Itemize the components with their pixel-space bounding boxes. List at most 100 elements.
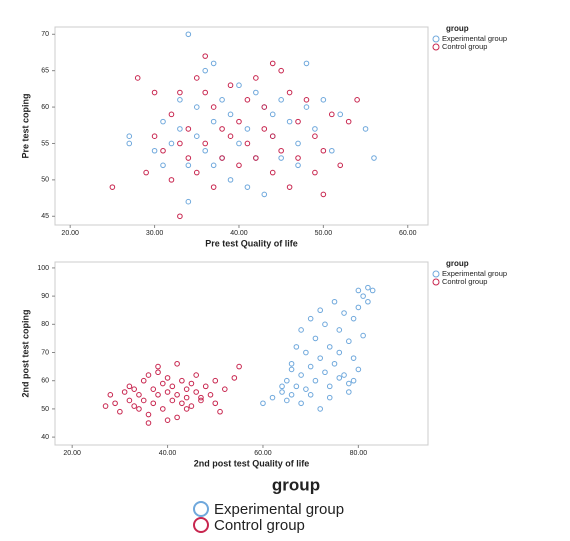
x-tick-label: 30.00: [146, 230, 164, 237]
data-point: [303, 60, 310, 67]
data-point: [322, 321, 328, 328]
data-point: [210, 162, 217, 169]
y-tick-label: 65: [41, 68, 49, 75]
data-point: [365, 284, 371, 291]
data-point: [346, 338, 352, 345]
legend-marker: [432, 278, 440, 286]
data-point: [371, 155, 377, 161]
data-point: [202, 89, 209, 96]
data-point: [293, 383, 300, 390]
data-point: [303, 104, 310, 110]
data-point: [303, 349, 309, 356]
data-point: [355, 304, 362, 311]
data-point: [278, 96, 284, 103]
data-point: [341, 310, 347, 316]
data-point: [193, 75, 200, 81]
data-point: [288, 392, 295, 398]
data-point: [284, 377, 290, 384]
data-point: [284, 397, 290, 404]
data-point: [136, 406, 142, 412]
data-point: [312, 126, 318, 132]
y-tick-label: 60: [41, 104, 49, 111]
y-tick-label: 100: [37, 265, 49, 272]
bottom-legend-label: Experimental group: [214, 501, 344, 518]
data-point: [261, 191, 268, 198]
y-tick-label: 70: [41, 349, 49, 356]
data-point: [210, 118, 217, 125]
data-point: [269, 60, 276, 67]
data-point: [307, 315, 314, 322]
data-point: [183, 406, 190, 412]
data-point: [131, 386, 137, 392]
data-point: [126, 140, 133, 147]
data-point: [150, 400, 157, 407]
y-tick-label: 55: [41, 140, 49, 147]
data-point: [145, 420, 152, 426]
y-tick-label: 45: [41, 213, 49, 220]
data-point: [320, 96, 327, 103]
data-point: [295, 155, 301, 161]
y-tick-label: 40: [41, 434, 49, 441]
plot-frame: [54, 26, 429, 226]
bottom-legend-marker: [193, 517, 209, 533]
data-point: [134, 75, 141, 81]
data-point: [345, 118, 352, 125]
bottom-legend-marker: [193, 501, 209, 517]
data-point: [350, 377, 357, 384]
y-tick-label: 70: [41, 31, 49, 38]
data-point: [328, 147, 335, 154]
data-point: [145, 372, 152, 378]
data-point: [159, 406, 166, 412]
data-point: [236, 140, 242, 147]
data-point: [336, 375, 343, 381]
data-point: [261, 126, 268, 132]
data-point: [193, 169, 200, 176]
x-tick-label: 40.00: [159, 450, 177, 457]
data-point: [360, 293, 366, 299]
x-tick-label: 80.00: [350, 450, 368, 457]
legend-label: Control group: [442, 42, 487, 51]
data-point: [177, 213, 183, 220]
data-point: [155, 392, 161, 398]
data-point: [212, 377, 219, 384]
data-point: [227, 82, 234, 89]
data-point: [217, 408, 223, 415]
data-point: [365, 298, 371, 305]
data-point: [109, 184, 116, 190]
y-tick-label: 80: [41, 321, 49, 328]
data-point: [174, 360, 180, 367]
data-point: [102, 403, 109, 409]
data-point: [112, 400, 118, 407]
data-point: [168, 140, 175, 147]
data-point: [219, 155, 225, 161]
plot-frame: [54, 261, 429, 446]
legend-marker: [432, 35, 440, 43]
data-point: [269, 133, 276, 139]
data-point: [227, 133, 234, 139]
data-point: [143, 169, 149, 176]
data-point: [312, 335, 319, 342]
data-point: [185, 162, 192, 169]
x-tick-label: 40.00: [230, 230, 248, 237]
data-point: [177, 96, 183, 103]
data-point: [193, 133, 200, 139]
data-point: [236, 118, 242, 125]
data-point: [121, 389, 128, 395]
y-tick-label: 50: [41, 177, 49, 184]
data-point: [222, 386, 228, 392]
data-point: [286, 89, 293, 96]
x-tick-label: 20.00: [63, 450, 81, 457]
data-point: [360, 332, 366, 339]
data-point: [210, 60, 217, 67]
data-point: [350, 355, 357, 361]
data-point: [236, 162, 242, 169]
data-point: [236, 363, 242, 370]
data-point: [151, 133, 158, 139]
data-point: [193, 372, 199, 378]
data-point: [279, 389, 285, 395]
data-point: [253, 75, 259, 81]
data-point: [354, 96, 360, 103]
data-point: [210, 104, 217, 110]
data-point: [326, 394, 333, 401]
data-point: [312, 133, 318, 139]
